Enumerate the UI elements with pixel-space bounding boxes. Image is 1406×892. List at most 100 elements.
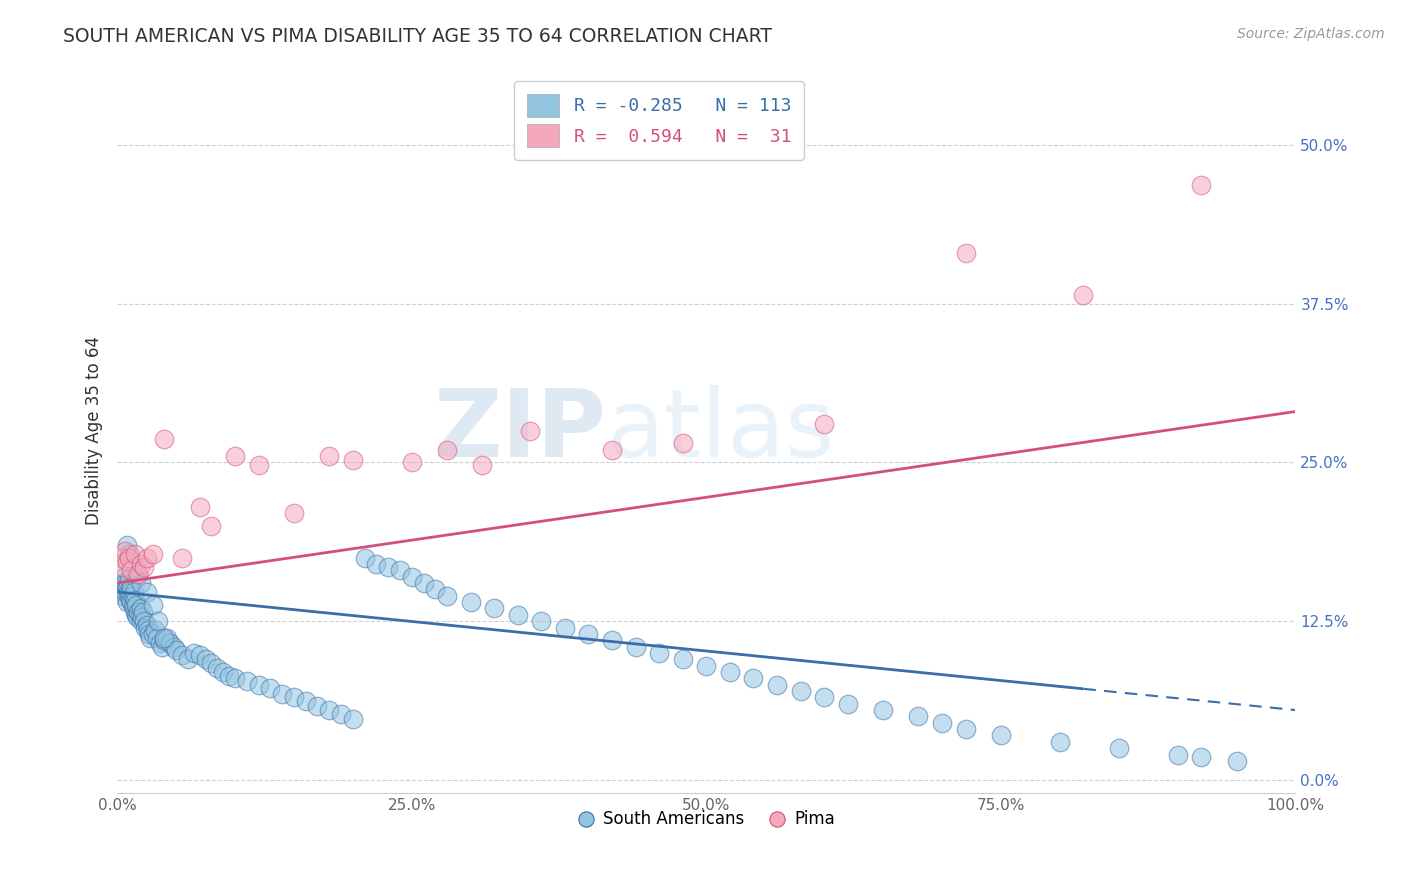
Point (124, 605, 146, 619)
Point (401, 455, 423, 469)
Point (128, 607, 150, 622)
Point (127, 567, 149, 582)
Point (207, 661, 229, 675)
Point (159, 636, 181, 650)
Point (283, 690, 305, 705)
Point (134, 614, 156, 628)
Point (114, 576, 136, 591)
Point (120, 595, 142, 609)
Point (117, 576, 139, 591)
Point (183, 646, 205, 660)
Point (318, 449, 340, 463)
Point (672, 436, 695, 450)
Point (129, 557, 152, 571)
Point (955, 245, 977, 260)
Point (342, 712, 364, 726)
Point (212, 665, 235, 679)
Point (127, 567, 149, 582)
Point (122, 601, 145, 615)
Point (600, 442, 623, 457)
Point (120, 563, 142, 577)
Point (141, 547, 163, 561)
Point (115, 538, 138, 552)
Point (425, 582, 447, 597)
Point (118, 547, 141, 561)
Point (177, 652, 200, 666)
Point (648, 646, 671, 660)
Point (307, 699, 329, 714)
Point (224, 449, 246, 463)
Point (554, 620, 576, 634)
Point (115, 554, 138, 568)
Point (118, 589, 141, 603)
Point (188, 648, 211, 663)
Point (117, 585, 139, 599)
Y-axis label: Disability Age 35 to 64: Disability Age 35 to 64 (86, 336, 103, 525)
Point (129, 601, 152, 615)
Point (436, 442, 458, 457)
Point (111, 580, 134, 594)
Point (150, 640, 173, 654)
Point (530, 614, 553, 628)
Point (224, 671, 246, 685)
Point (907, 709, 929, 723)
Point (471, 458, 494, 472)
Point (143, 623, 166, 637)
Point (990, 729, 1012, 743)
Point (247, 458, 270, 472)
Legend: South Americans, Pima: South Americans, Pima (571, 804, 841, 835)
Point (624, 640, 647, 654)
Point (766, 678, 789, 692)
Point (283, 506, 305, 520)
Point (484, 601, 506, 615)
Point (118, 572, 141, 586)
Point (125, 607, 148, 622)
Point (131, 610, 153, 624)
Point (813, 417, 835, 432)
Point (506, 607, 529, 622)
Point (124, 547, 146, 561)
Point (120, 554, 142, 568)
Point (115, 580, 138, 594)
Point (695, 658, 717, 673)
Point (578, 627, 600, 641)
Point (1189, 750, 1212, 764)
Point (120, 592, 142, 607)
Point (600, 633, 623, 648)
Point (120, 580, 142, 594)
Point (460, 595, 482, 609)
Point (146, 631, 169, 645)
Point (112, 576, 135, 591)
Point (165, 643, 187, 657)
Point (401, 570, 423, 584)
Point (139, 631, 162, 645)
Point (110, 550, 132, 565)
Point (125, 598, 148, 612)
Text: SOUTH AMERICAN VS PIMA DISABILITY AGE 35 TO 64 CORRELATION CHART: SOUTH AMERICAN VS PIMA DISABILITY AGE 35… (63, 27, 772, 45)
Point (955, 722, 977, 736)
Point (1073, 287, 1095, 301)
Point (135, 585, 157, 599)
Point (122, 585, 145, 599)
Point (135, 618, 157, 632)
Point (259, 681, 281, 696)
Point (519, 424, 541, 438)
Point (1049, 735, 1071, 749)
Point (170, 550, 193, 565)
Point (129, 614, 152, 628)
Point (200, 519, 222, 533)
Point (1189, 178, 1212, 193)
Point (141, 627, 163, 641)
Point (1225, 754, 1247, 768)
Point (141, 598, 163, 612)
Text: Source: ZipAtlas.com: Source: ZipAtlas.com (1237, 27, 1385, 41)
Point (156, 631, 179, 645)
Point (742, 671, 765, 685)
Point (127, 610, 149, 624)
Point (134, 559, 156, 574)
Point (789, 684, 811, 698)
Point (1167, 747, 1189, 762)
Point (188, 500, 211, 514)
Point (672, 652, 695, 666)
Point (120, 585, 142, 599)
